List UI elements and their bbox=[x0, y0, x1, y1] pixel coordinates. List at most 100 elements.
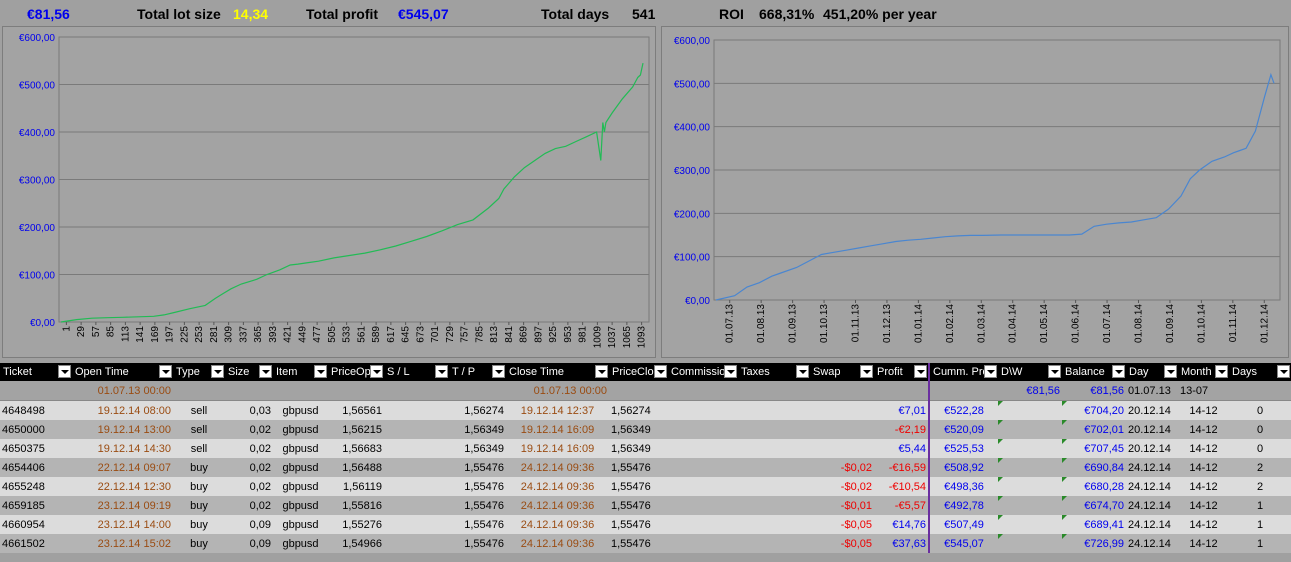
column-header[interactable]: Days bbox=[1229, 363, 1291, 381]
column-header[interactable]: Commissio bbox=[668, 363, 738, 381]
column-header[interactable]: Month bbox=[1178, 363, 1229, 381]
cell-open-time: 23.12.14 14:00 bbox=[72, 515, 173, 534]
cell-day: 24.12.14 bbox=[1126, 496, 1178, 515]
filter-dropdown-icon[interactable] bbox=[654, 365, 667, 378]
column-header[interactable]: Close Time bbox=[506, 363, 609, 381]
column-header[interactable]: PriceClo bbox=[609, 363, 668, 381]
column-header[interactable]: T / P bbox=[449, 363, 506, 381]
filter-dropdown-icon[interactable] bbox=[860, 365, 873, 378]
cell-dw bbox=[998, 439, 1062, 458]
column-header[interactable]: Item bbox=[273, 363, 328, 381]
cell-swap bbox=[810, 439, 874, 458]
table-row[interactable]: 4659185 23.12.14 09:19 buy 0,02 gbpusd 1,5581… bbox=[0, 496, 1291, 515]
cell-day: 24.12.14 bbox=[1126, 515, 1178, 534]
cell-size: 0,09 bbox=[225, 534, 273, 553]
filter-dropdown-icon[interactable] bbox=[58, 365, 71, 378]
filter-dropdown-icon[interactable] bbox=[1277, 365, 1290, 378]
cell-take-profit: 1,55476 bbox=[449, 496, 506, 515]
cell-commission bbox=[668, 439, 738, 458]
cell-cumulative-profit: €525,53 bbox=[928, 439, 998, 458]
x-tick-label: 421 bbox=[283, 326, 294, 343]
cell-month: 14-12 bbox=[1178, 477, 1229, 496]
cell-dw bbox=[998, 458, 1062, 477]
filter-dropdown-icon[interactable] bbox=[370, 365, 383, 378]
column-header[interactable]: Profit bbox=[874, 363, 929, 381]
cell-taxes bbox=[738, 458, 810, 477]
x-tick-label: 01.12.14 bbox=[1259, 304, 1270, 343]
table-row[interactable]: 4650000 19.12.14 13:00 sell 0,02 gbpusd 1,562… bbox=[0, 420, 1291, 439]
cell-close-time: 19.12.14 12:37 bbox=[506, 400, 609, 420]
cell-item: gbpusd bbox=[273, 420, 328, 439]
cell-month: 14-12 bbox=[1178, 458, 1229, 477]
column-header[interactable]: Open Time bbox=[72, 363, 173, 381]
x-tick-label: 393 bbox=[268, 326, 279, 343]
column-header-label: PriceOp bbox=[331, 366, 371, 378]
table-row[interactable]: 4648498 19.12.14 08:00 sell 0,03 gbpusd 1,565… bbox=[0, 400, 1291, 420]
x-tick-label: 813 bbox=[489, 326, 500, 343]
filter-dropdown-icon[interactable] bbox=[984, 365, 997, 378]
cell-cumulative-profit: €522,28 bbox=[928, 400, 998, 420]
table-row[interactable]: 4661502 23.12.14 15:02 buy 0,09 gbpusd 1,5496… bbox=[0, 534, 1291, 553]
trades-table: Ticket Open Time Type Size Item PriceOp S / L T… bbox=[0, 363, 1291, 553]
filter-dropdown-icon[interactable] bbox=[595, 365, 608, 378]
x-tick-label: 505 bbox=[327, 326, 338, 343]
cell-days: 2 bbox=[1229, 458, 1291, 477]
x-tick-label: 169 bbox=[150, 326, 161, 343]
table-row-initial[interactable]: 01.07.13 00:00 01.07.13 00:00 €81,56 €81… bbox=[0, 381, 1291, 401]
table-row[interactable]: 4654406 22.12.14 09:07 buy 0,02 gbpusd 1,5648… bbox=[0, 458, 1291, 477]
cell-type: sell bbox=[173, 439, 225, 458]
cell-take-profit: 1,56349 bbox=[449, 439, 506, 458]
cell-ticket: 4650375 bbox=[0, 439, 72, 458]
column-header[interactable]: D\W bbox=[998, 363, 1062, 381]
column-header[interactable]: PriceOp bbox=[328, 363, 384, 381]
table-row[interactable]: 4655248 22.12.14 12:30 buy 0,02 gbpusd 1,5611… bbox=[0, 477, 1291, 496]
x-tick-label: 01.03.14 bbox=[976, 304, 987, 343]
cell-swap: -$0,02 bbox=[810, 477, 874, 496]
filter-dropdown-icon[interactable] bbox=[259, 365, 272, 378]
column-header[interactable]: Ticket bbox=[0, 363, 72, 381]
x-tick-label: 01.09.14 bbox=[1165, 304, 1176, 343]
filter-dropdown-icon[interactable] bbox=[314, 365, 327, 378]
filter-dropdown-icon[interactable] bbox=[1215, 365, 1228, 378]
cell-stop-loss bbox=[384, 496, 449, 515]
x-tick-label: 449 bbox=[297, 326, 308, 343]
cell-type: buy bbox=[173, 477, 225, 496]
filter-dropdown-icon[interactable] bbox=[159, 365, 172, 378]
table-row[interactable]: 4660954 23.12.14 14:00 buy 0,09 gbpusd 1,5527… bbox=[0, 515, 1291, 534]
cell-take-profit: 1,55476 bbox=[449, 534, 506, 553]
table-row[interactable]: 4650375 19.12.14 14:30 sell 0,02 gbpusd 1,566… bbox=[0, 439, 1291, 458]
cell-type: buy bbox=[173, 496, 225, 515]
cell-balance: €704,20 bbox=[1062, 400, 1126, 420]
filter-dropdown-icon[interactable] bbox=[211, 365, 224, 378]
cell-open-time: 01.07.13 00:00 bbox=[72, 381, 173, 401]
filter-dropdown-icon[interactable] bbox=[724, 365, 737, 378]
column-header-label: Cumm. Pro bbox=[933, 366, 989, 378]
y-tick-label: €500,00 bbox=[674, 79, 711, 90]
column-header-label: Swap bbox=[813, 366, 841, 378]
column-header[interactable]: Size bbox=[225, 363, 273, 381]
column-header[interactable]: Day bbox=[1126, 363, 1178, 381]
y-tick-label: €600,00 bbox=[674, 36, 711, 47]
cell-price-close: 1,55476 bbox=[609, 458, 668, 477]
x-tick-label: 337 bbox=[238, 326, 249, 343]
roi-label: ROI bbox=[719, 6, 744, 22]
cell-balance: €81,56 bbox=[1062, 381, 1126, 401]
filter-dropdown-icon[interactable] bbox=[492, 365, 505, 378]
column-header[interactable]: Taxes bbox=[738, 363, 810, 381]
filter-dropdown-icon[interactable] bbox=[1048, 365, 1061, 378]
cell-price-close: 1,55476 bbox=[609, 515, 668, 534]
filter-dropdown-icon[interactable] bbox=[796, 365, 809, 378]
column-header[interactable]: Cumm. Pro bbox=[928, 363, 998, 381]
column-header[interactable]: Swap bbox=[810, 363, 874, 381]
x-tick-label: 01.10.14 bbox=[1196, 304, 1207, 343]
column-header-label: Ticket bbox=[3, 366, 32, 378]
filter-dropdown-icon[interactable] bbox=[1164, 365, 1177, 378]
y-tick-label: €500,00 bbox=[19, 81, 56, 92]
cell-swap: -$0,02 bbox=[810, 458, 874, 477]
column-header[interactable]: S / L bbox=[384, 363, 449, 381]
filter-dropdown-icon[interactable] bbox=[914, 365, 927, 378]
filter-dropdown-icon[interactable] bbox=[435, 365, 448, 378]
filter-dropdown-icon[interactable] bbox=[1112, 365, 1125, 378]
column-header[interactable]: Balance bbox=[1062, 363, 1126, 381]
column-header[interactable]: Type bbox=[173, 363, 225, 381]
